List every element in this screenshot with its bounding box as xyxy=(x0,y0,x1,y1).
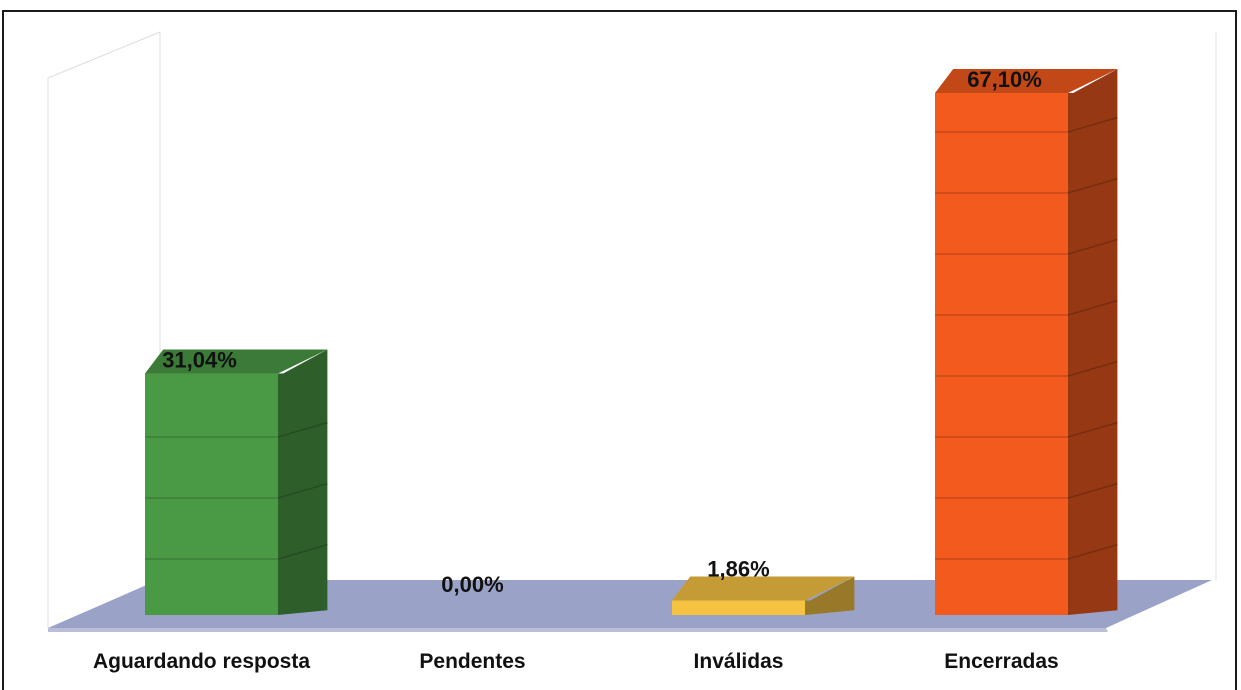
chart-walls xyxy=(47,31,1217,628)
bar-3 xyxy=(672,576,855,615)
category-label: Pendentes xyxy=(419,650,525,673)
bar-band-line xyxy=(1067,421,1118,438)
bar-band-line xyxy=(277,421,328,438)
data-label: 31,04% xyxy=(162,348,237,373)
category-label: Aguardando resposta xyxy=(93,650,310,673)
bar-side-face xyxy=(278,349,328,615)
bar-4 xyxy=(935,69,1118,615)
bar-band-line xyxy=(1067,482,1118,499)
bar-band-line xyxy=(1067,543,1118,560)
bar-band-line xyxy=(277,482,328,499)
bar-front-face xyxy=(935,93,1068,615)
bar-band-line xyxy=(1067,177,1118,194)
data-label: 0,00% xyxy=(441,572,503,597)
bar-top-face xyxy=(145,349,328,374)
bar-band-line xyxy=(1067,360,1118,377)
data-label: 1,86% xyxy=(707,557,769,582)
data-label: 67,10% xyxy=(967,67,1042,92)
chart-floor xyxy=(48,580,1212,632)
chart-frame xyxy=(2,10,1237,690)
bar-band-line xyxy=(277,543,328,560)
bar-band-line xyxy=(1067,238,1118,255)
bar-front-face xyxy=(672,600,805,615)
bar-band-line xyxy=(1067,299,1118,316)
bar-top-face xyxy=(672,576,855,601)
bar-side-face xyxy=(1068,69,1118,615)
bar-series xyxy=(145,69,1118,615)
bar-band-line xyxy=(1067,116,1118,133)
bar-side-face xyxy=(805,576,855,615)
bar-top-face xyxy=(935,69,1118,93)
data-labels: 31,04% 0,00% 1,86% 67,10% xyxy=(162,67,1042,597)
bar-front-face xyxy=(145,373,278,615)
category-label: Inválidas xyxy=(694,650,784,673)
category-label: Encerradas xyxy=(944,650,1058,673)
side-wall-outline xyxy=(47,31,161,628)
floor-edge xyxy=(48,628,1108,632)
category-labels: Aguardando resposta Pendentes Inválidas Enc… xyxy=(93,650,1059,673)
floor-plane xyxy=(48,580,1212,628)
bar-1 xyxy=(145,349,328,615)
